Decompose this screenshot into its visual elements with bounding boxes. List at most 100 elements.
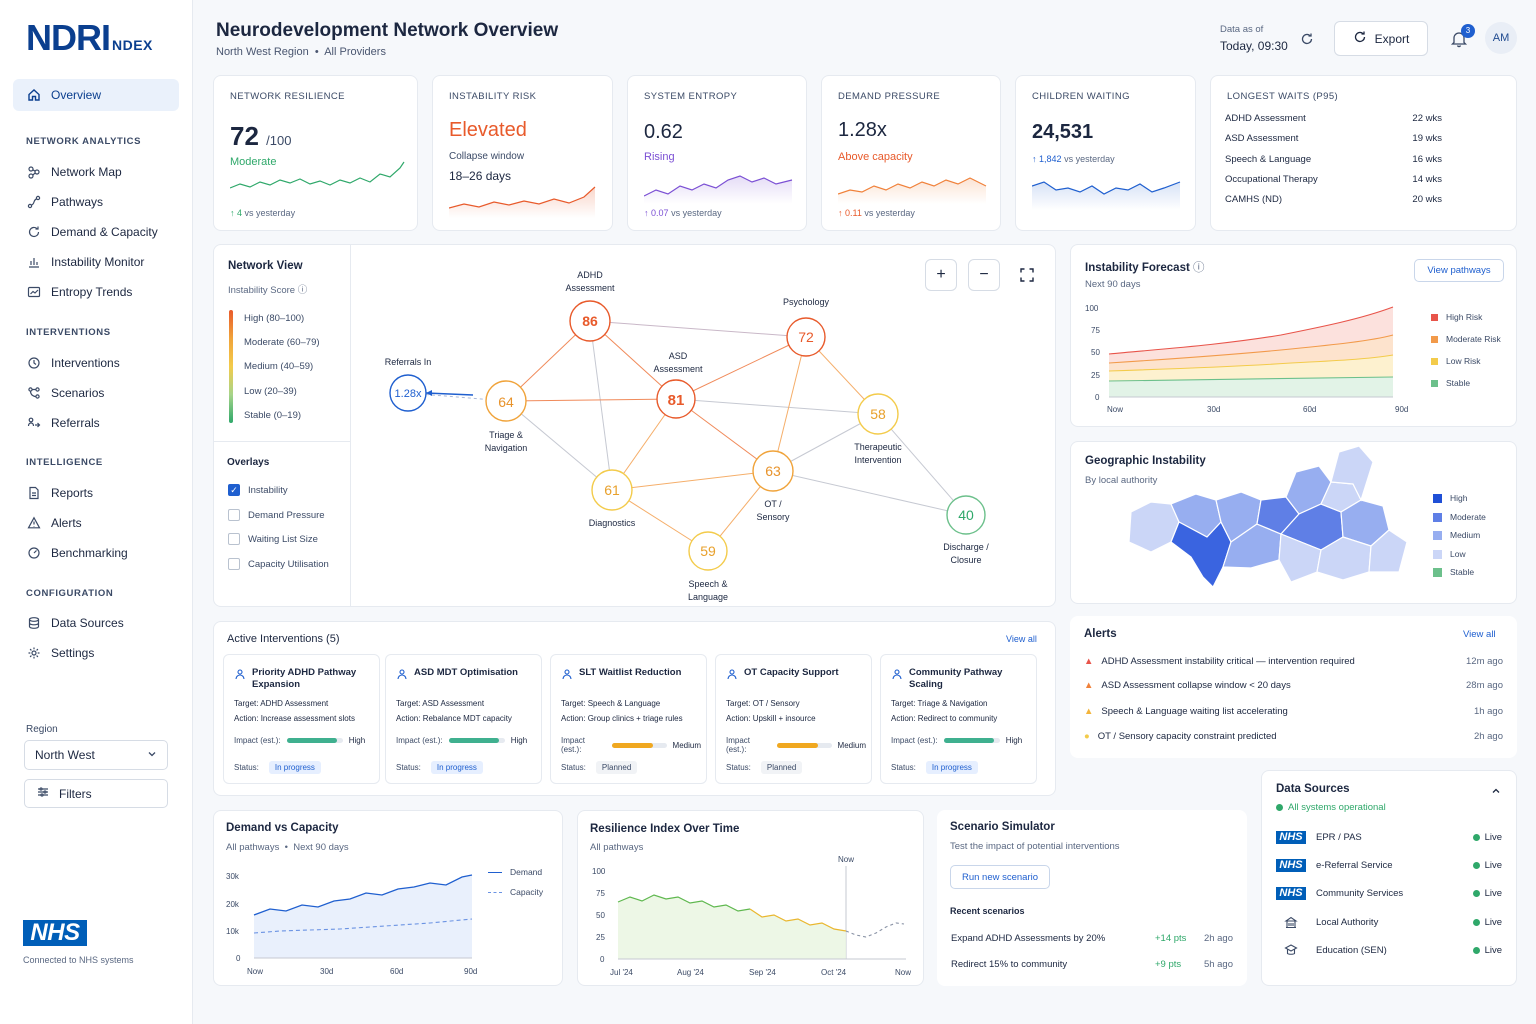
wait-value: 19 wks — [1412, 133, 1442, 144]
kpi-network-resilience[interactable]: NETWORK RESILIENCE 72 /100 Moderate ↑ 4 … — [213, 75, 418, 231]
sidebar-item-instability-monitor[interactable]: Instability Monitor — [13, 246, 179, 278]
kpi-demand-pressure[interactable]: DEMAND PRESSURE 1.28x Above capacity ↑ 0… — [821, 75, 1001, 231]
sidebar-item-benchmarking[interactable]: Benchmarking — [13, 537, 179, 569]
nhs-badge-icon: NHS — [1276, 887, 1306, 900]
action-prefix: Action: — [891, 714, 916, 723]
impact-bar — [448, 738, 505, 743]
fullscreen-icon[interactable] — [1011, 259, 1043, 291]
intervention-card[interactable]: OT Capacity Support Target: OT / Sensory A… — [715, 654, 872, 784]
y-tick: 50 — [1091, 348, 1100, 357]
overlay-capacity[interactable]: Capacity Utilisation — [228, 558, 329, 570]
zoom-out-button[interactable]: − — [968, 259, 1000, 291]
node-ot[interactable]: 63 — [752, 450, 794, 492]
region[interactable] — [1278, 533, 1322, 583]
divider — [213, 441, 351, 442]
wait-row: ASD Assessment 19 wks — [1225, 133, 1502, 144]
node-adhd[interactable]: 86 — [569, 300, 611, 342]
network-view-panel — [213, 244, 1056, 607]
kpi-value: 24,531 — [1032, 121, 1094, 143]
region[interactable] — [1128, 501, 1180, 553]
data-source-row[interactable]: NHS e-Referral Service Live — [1276, 859, 1502, 872]
node-value: 63 — [765, 463, 781, 479]
scenario-row[interactable]: Redirect 15% to community +9 pts 5h ago — [951, 959, 1233, 970]
view-pathways-button[interactable]: View pathways — [1414, 259, 1504, 282]
node-referrals[interactable]: 1.28x — [389, 374, 427, 412]
export-button[interactable]: Export — [1334, 21, 1428, 56]
sidebar-item-settings[interactable]: Settings — [13, 637, 179, 669]
info-icon[interactable]: ⓘ — [297, 285, 308, 296]
node-asd[interactable]: 81 — [656, 379, 696, 419]
node-diagnostics[interactable]: 61 — [591, 469, 633, 511]
sidebar-item-alerts[interactable]: Alerts — [13, 507, 179, 539]
intervention-card[interactable]: Community Pathway Scaling Target: Triage … — [880, 654, 1037, 784]
run-new-scenario-button[interactable]: Run new scenario — [950, 865, 1050, 889]
node-label-adhd: ADHD Assessment — [565, 270, 615, 293]
section-network-analytics: NETWORK ANALYTICS — [26, 136, 142, 147]
avatar[interactable]: AM — [1485, 22, 1517, 54]
kpi-instability-risk[interactable]: INSTABILITY RISK Elevated Collapse windo… — [432, 75, 613, 231]
swatch — [1433, 549, 1442, 559]
app-logo[interactable]: NDRI NDEX — [26, 17, 153, 58]
alerts-view-all-link[interactable]: View all — [1463, 629, 1496, 640]
sidebar-item-referrals[interactable]: Referrals — [13, 407, 179, 439]
chevron-up-icon[interactable] — [1491, 783, 1501, 801]
sidebar-item-entropy-trends[interactable]: Entropy Trends — [13, 276, 179, 308]
region[interactable] — [1368, 529, 1408, 573]
scenario-time: 5h ago — [1203, 959, 1233, 970]
sidebar-item-scenarios[interactable]: Scenarios — [13, 377, 179, 409]
checkbox-checked[interactable]: ✓ — [228, 484, 240, 496]
sidebar-item-demand-capacity[interactable]: Demand & Capacity — [13, 216, 179, 248]
data-source-row[interactable]: Education (SEN) Live — [1276, 943, 1502, 957]
intervention-title: Priority ADHD Pathway Expansion — [252, 667, 357, 690]
alert-time: 12m ago — [1466, 656, 1503, 667]
node-triage[interactable]: 64 — [485, 380, 527, 422]
sidebar-item-interventions[interactable]: Interventions — [13, 347, 179, 379]
sidebar-item-network-map[interactable]: Network Map — [13, 156, 179, 188]
overlay-label: Waiting List Size — [248, 533, 318, 545]
refresh-icon[interactable] — [1300, 32, 1314, 51]
data-source-row[interactable]: Local Authority Live — [1276, 915, 1502, 929]
sidebar-item-overview[interactable]: Overview — [13, 79, 179, 111]
sidebar-item-pathways[interactable]: Pathways — [13, 186, 179, 218]
kpi-children-waiting[interactable]: CHILDREN WAITING 24,531 ↑ 1,842 vs yeste… — [1015, 75, 1196, 231]
interventions-view-all-link[interactable]: View all — [1006, 634, 1037, 644]
info-icon[interactable]: ⓘ — [1193, 262, 1205, 274]
checkbox[interactable] — [228, 533, 240, 545]
notifications-button[interactable]: 3 — [1450, 24, 1475, 53]
kpi-longest-waits[interactable]: LONGEST WAITS (P95) ADHD Assessment 22 wk… — [1210, 75, 1517, 231]
overlay-instability[interactable]: ✓ Instability — [228, 484, 288, 496]
alert-item[interactable]: ▲ Speech & Language waiting list accelera… — [1084, 706, 1503, 717]
alert-item[interactable]: ▲ ASD Assessment collapse window < 20 day… — [1084, 680, 1503, 691]
filters-button[interactable]: Filters — [24, 779, 168, 808]
data-source-row[interactable]: NHS Community Services Live — [1276, 887, 1502, 900]
alert-item[interactable]: ▲ ADHD Assessment instability critical — … — [1084, 656, 1503, 667]
checkbox[interactable] — [228, 558, 240, 570]
sidebar-item-label: Reports — [51, 486, 94, 500]
y-tick: 75 — [596, 889, 605, 898]
sidebar-item-reports[interactable]: Reports — [13, 477, 179, 509]
node-psychology[interactable]: 72 — [786, 317, 826, 357]
choropleth-map — [1128, 445, 1408, 589]
overlay-demand-pressure[interactable]: Demand Pressure — [228, 509, 325, 521]
collapse-window-label: Collapse window — [449, 151, 525, 162]
sidebar-item-data-sources[interactable]: Data Sources — [13, 607, 179, 639]
intervention-card[interactable]: SLT Waitlist Reduction Target: Speech & L… — [550, 654, 707, 784]
region[interactable] — [1170, 520, 1232, 589]
intervention-card[interactable]: ASD MDT Optimisation Target: ASD Assessme… — [385, 654, 542, 784]
node-slt[interactable]: 59 — [688, 531, 728, 571]
kpi-value: 1.28x — [838, 119, 887, 141]
region[interactable] — [1330, 445, 1374, 502]
node-discharge[interactable]: 40 — [946, 495, 986, 535]
checkbox[interactable] — [228, 509, 240, 521]
overlay-waiting-list[interactable]: Waiting List Size — [228, 533, 318, 545]
kpi-system-entropy[interactable]: SYSTEM ENTROPY 0.62 Rising ↑ 0.07 vs yes… — [627, 75, 807, 231]
alert-item[interactable]: ● OT / Sensory capacity constraint predic… — [1084, 731, 1503, 742]
scenario-row[interactable]: Expand ADHD Assessments by 20% +14 pts 2h … — [951, 933, 1233, 944]
zoom-in-button[interactable]: + — [925, 259, 957, 291]
region-select[interactable]: North West — [24, 740, 168, 770]
y-tick: 0 — [1095, 393, 1100, 402]
intervention-card[interactable]: Priority ADHD Pathway Expansion Target: A… — [223, 654, 380, 784]
node-therapeutic[interactable]: 58 — [857, 393, 899, 435]
capacity-line — [253, 918, 473, 934]
data-source-row[interactable]: NHS EPR / PAS Live — [1276, 831, 1502, 844]
